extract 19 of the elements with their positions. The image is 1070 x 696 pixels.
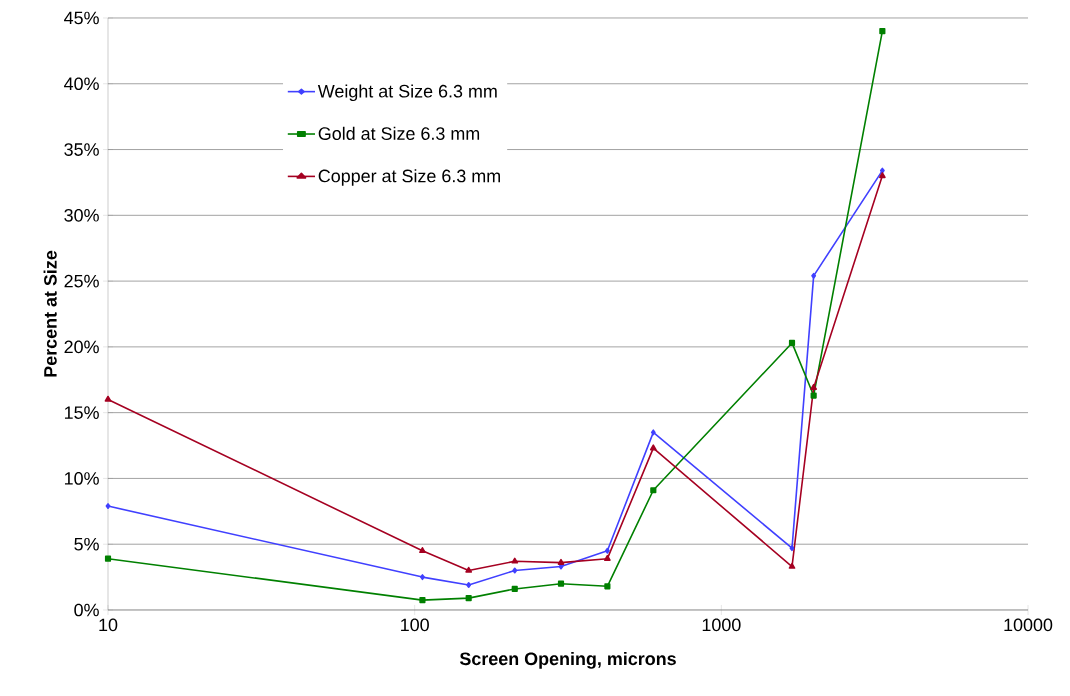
- x-tick-label: 10000: [1004, 618, 1053, 632]
- y-tick-label: 40%: [64, 77, 99, 91]
- x-tick-label: 100: [401, 618, 429, 632]
- y-axis-title: Percent at Size: [43, 250, 57, 377]
- y-tick-label: 45%: [64, 11, 99, 25]
- y-tick-label: 10%: [64, 472, 99, 485]
- y-tick-label: 30%: [64, 208, 99, 222]
- y-tick-label: 0%: [74, 603, 99, 617]
- legend-label: Copper at Size 6.3 mm: [318, 169, 500, 186]
- x-tick-label: 1000: [702, 618, 741, 632]
- y-tick-label: 25%: [64, 274, 99, 288]
- legend-label: Gold at Size 6.3 mm: [318, 126, 480, 140]
- y-tick-label: 15%: [64, 406, 99, 419]
- y-tick-label: 20%: [64, 340, 99, 354]
- x-axis-title: Screen Opening, microns: [459, 651, 676, 669]
- legend-label: Weight at Size 6.3 mm: [317, 84, 497, 102]
- y-tick-label: 35%: [64, 143, 99, 156]
- x-tick-label: 10: [99, 618, 118, 632]
- y-tick-label: 5%: [74, 537, 99, 551]
